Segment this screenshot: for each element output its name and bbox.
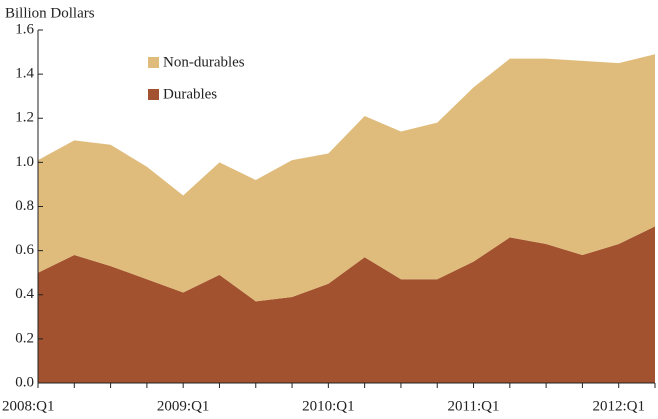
y-tick-label: 1.2 (15, 110, 34, 126)
y-tick-label: 1.0 (15, 154, 34, 170)
legend-label: Non-durables (163, 54, 245, 70)
y-axis-label: Billion Dollars (5, 5, 95, 21)
y-tick-label: 0.0 (15, 374, 34, 390)
y-tick-label: 1.4 (15, 66, 34, 82)
y-tick-label: 0.6 (15, 242, 34, 258)
area (38, 54, 655, 302)
x-tick-label: 2011:Q1 (448, 398, 500, 414)
x-tick-label: 2010:Q1 (302, 398, 355, 414)
y-tick-label: 0.8 (15, 198, 34, 214)
x-tick-label: 2009:Q1 (157, 398, 210, 414)
area (38, 226, 655, 383)
legend-swatch (148, 57, 159, 68)
y-tick-label: 0.2 (15, 330, 34, 346)
x-tick-label: 2008:Q1 (2, 398, 55, 414)
legend-swatch (148, 89, 159, 100)
y-tick-label: 0.4 (15, 286, 34, 302)
x-tick-label: 2012:Q1 (592, 398, 645, 414)
y-tick-label: 1.6 (15, 21, 34, 37)
legend-label: Durables (163, 86, 217, 102)
